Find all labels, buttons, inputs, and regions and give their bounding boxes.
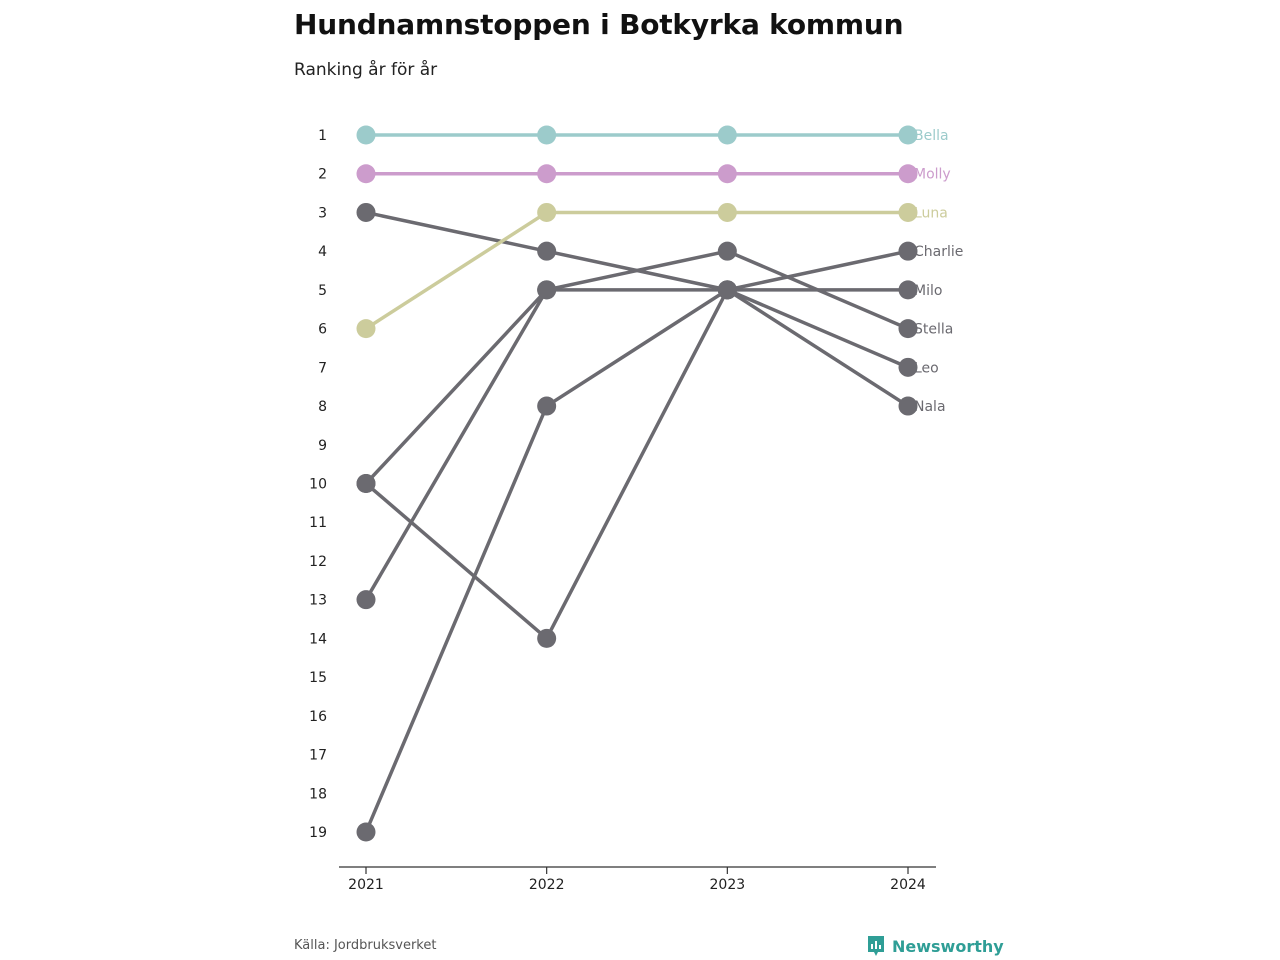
data-point-milo[interactable] — [356, 202, 376, 222]
data-point-luna[interactable] — [537, 202, 557, 222]
data-point-charlie[interactable] — [356, 590, 376, 610]
y-tick-label: 17 — [309, 748, 327, 764]
data-point-stella[interactable] — [898, 319, 918, 339]
series-label-nala: Nala — [914, 399, 946, 415]
y-tick-label: 6 — [318, 322, 327, 338]
series-label-luna: Luna — [914, 205, 948, 221]
series-line-leo — [364, 288, 910, 834]
series-lines — [364, 133, 910, 834]
data-point-leo[interactable] — [356, 822, 376, 842]
series-end-labels: Charlie Milo Stella Leo Nala Bella Molly Luna — [914, 128, 963, 415]
chart-subtitle: Ranking år för år — [294, 60, 438, 80]
x-tick-label: 2021 — [348, 877, 384, 893]
y-tick-label: 5 — [318, 283, 327, 299]
series-line-nala — [364, 288, 910, 641]
chart-title: Hundnamnstoppen i Botkyrka kommun — [294, 8, 904, 41]
data-point-milo[interactable] — [537, 241, 557, 261]
data-point-stella[interactable] — [717, 241, 737, 261]
data-point-leo[interactable] — [537, 396, 557, 416]
brand-name: Newsworthy — [892, 936, 1004, 956]
y-tick-label: 1 — [318, 128, 327, 144]
y-tick-label: 15 — [309, 670, 327, 686]
x-tick-label: 2024 — [890, 877, 926, 893]
data-point-luna[interactable] — [717, 202, 737, 222]
y-tick-label: 12 — [309, 554, 327, 570]
y-tick-label: 18 — [309, 786, 327, 802]
y-tick-label: 11 — [309, 515, 327, 531]
series-label-stella: Stella — [914, 322, 953, 338]
data-point-nala[interactable] — [537, 628, 557, 648]
y-tick-label: 9 — [318, 438, 327, 454]
data-point-bella[interactable] — [717, 125, 737, 145]
series-label-molly: Molly — [914, 167, 951, 183]
source-note: Källa: Jordbruksverket — [294, 938, 437, 953]
brand-logo[interactable]: Newsworthy — [866, 934, 1004, 958]
data-point-stella[interactable] — [537, 280, 557, 300]
data-point-molly[interactable] — [537, 164, 557, 184]
series-label-milo: Milo — [914, 283, 942, 299]
data-point-luna[interactable] — [356, 319, 376, 339]
y-tick-label: 3 — [318, 205, 327, 221]
data-point-milo[interactable] — [898, 280, 918, 300]
data-point-luna[interactable] — [898, 202, 918, 222]
y-tick-label: 19 — [309, 825, 327, 841]
data-point-molly[interactable] — [356, 164, 376, 184]
x-axis: 2021 2022 2023 2024 — [339, 866, 936, 893]
y-tick-label: 14 — [309, 631, 327, 647]
y-tick-label: 2 — [318, 167, 327, 183]
y-tick-label: 7 — [318, 360, 327, 376]
data-point-leo[interactable] — [898, 357, 918, 377]
data-point-molly[interactable] — [898, 164, 918, 184]
data-point-nala[interactable] — [356, 474, 376, 493]
y-tick-label: 8 — [318, 399, 327, 415]
data-point-molly[interactable] — [717, 164, 737, 184]
y-tick-label: 4 — [318, 244, 327, 260]
data-point-charlie[interactable] — [898, 241, 918, 261]
y-tick-label: 10 — [309, 477, 327, 493]
data-point-bella[interactable] — [898, 125, 918, 145]
series-label-leo: Leo — [914, 360, 939, 376]
series-label-bella: Bella — [914, 128, 949, 144]
series-line-stella — [364, 249, 910, 486]
series-points — [356, 125, 918, 842]
series-line-luna — [364, 210, 910, 331]
series-line-charlie — [364, 249, 910, 602]
x-tick-label: 2023 — [710, 877, 746, 893]
y-tick-label: 16 — [309, 709, 327, 725]
data-point-nala[interactable] — [898, 396, 918, 416]
y-tick-label: 13 — [309, 593, 327, 609]
series-label-charlie: Charlie — [914, 244, 963, 260]
data-point-bella[interactable] — [356, 125, 376, 145]
x-tick-label: 2022 — [529, 877, 565, 893]
newsworthy-icon — [868, 936, 884, 956]
data-point-nala[interactable] — [717, 280, 737, 300]
data-point-bella[interactable] — [537, 125, 557, 145]
